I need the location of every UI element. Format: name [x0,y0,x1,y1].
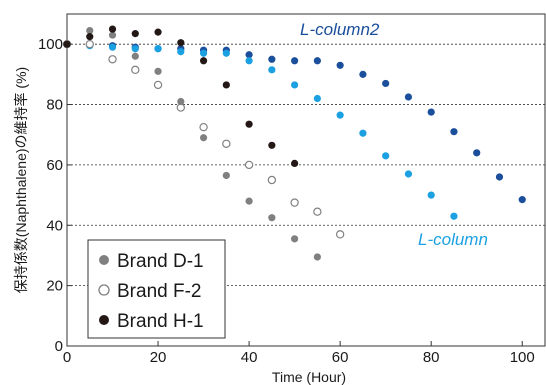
annotation-l-column: L-column [418,230,488,249]
point-l-column2-80 [427,108,435,116]
point-brand-f-2-30 [199,122,208,132]
legend-label-brand-h-1: Brand H-1 [117,311,204,332]
legend-marker-brand-f-2 [98,284,110,296]
point-l-column-45 [268,66,276,74]
point-brand-d-1-30 [199,134,208,142]
point-brand-h-1-30 [199,57,208,65]
legend: Brand D-1 Brand F-2 Brand H-1 [87,239,226,339]
annotation-l-column2: L-column2 [300,20,380,39]
y-tick-label-0: 0 [55,338,63,355]
point-l-column-30 [199,49,208,57]
legend-marker-brand-h-1 [99,315,109,325]
point-l-column-65 [359,129,367,137]
point-l-column-25 [177,48,185,56]
point-brand-f-2-45 [267,175,277,185]
point-brand-h-1-20 [154,28,162,36]
point-brand-d-1-35 [222,171,230,180]
point-brand-d-1-15 [131,52,139,60]
point-l-column2-55 [313,57,321,65]
point-l-column2-40 [245,51,253,59]
point-l-column2-65 [359,70,367,78]
legend-label-brand-f-2: Brand F-2 [117,281,201,302]
point-l-column-10 [108,43,117,51]
point-brand-h-1-5 [86,33,94,41]
point-l-column-70 [382,152,390,160]
x-tick-label-0: 0 [63,349,71,366]
point-brand-d-1-55 [313,253,321,261]
y-tick-label-60: 60 [46,157,63,174]
x-tick-label-20: 20 [150,349,167,366]
point-brand-h-1-40 [245,120,253,128]
point-brand-f-2-55 [313,207,322,216]
point-l-column2-85 [450,128,458,136]
point-l-column2-70 [382,79,390,88]
point-brand-f-2-10 [108,55,117,64]
point-brand-f-2-40 [244,160,254,170]
point-l-column-80 [427,191,435,199]
point-brand-h-1-50 [291,159,299,167]
point-brand-h-1-25 [177,39,185,47]
point-brand-d-1-25 [177,97,185,106]
point-l-column2-95 [495,173,504,181]
legend-label-brand-d-1: Brand D-1 [117,251,204,272]
point-brand-d-1-45 [268,214,276,222]
y-tick-label-80: 80 [46,97,63,114]
point-l-column-35 [222,49,230,57]
point-brand-h-1-45 [268,141,276,149]
point-l-column2-100 [518,196,526,204]
x-axis-title: Time (Hour) [272,369,346,385]
point-l-column-50 [291,81,299,89]
point-l-column-75 [404,170,413,178]
point-l-column-20 [154,45,162,53]
point-brand-h-1-10 [108,25,117,33]
point-brand-d-1-20 [154,67,162,75]
tick-labels: 0 20 40 60 80 100 0 20 40 60 80 100 [38,36,535,366]
y-tick-label-20: 20 [46,278,63,295]
x-tick-label-100: 100 [510,349,535,366]
point-l-column-40 [245,57,253,65]
x-tick-label-60: 60 [332,349,349,366]
point-l-column-15 [131,45,139,53]
point-brand-f-2-50 [290,198,299,207]
plot-frame [66,13,546,347]
point-brand-f-2-20 [153,80,163,90]
x-tick-label-40: 40 [241,349,258,366]
point-l-column-55 [313,94,321,103]
point-brand-h-1-0 [63,40,71,48]
point-brand-h-1-35 [222,81,230,89]
legend-box [87,239,226,339]
point-brand-d-1-40 [245,197,253,205]
point-l-column2-45 [268,55,276,63]
point-brand-f-2-60 [335,230,345,239]
point-l-column2-90 [473,149,481,157]
point-l-column2-50 [291,57,299,65]
point-l-column2-60 [336,61,344,69]
point-brand-f-2-15 [131,65,140,75]
point-brand-d-1-50 [291,235,299,243]
legend-marker-brand-d-1 [99,255,109,265]
axes [66,13,546,347]
point-brand-h-1-15 [131,30,139,38]
point-brand-f-2-35 [222,139,231,148]
x-tick-label-80: 80 [423,349,440,366]
y-tick-label-40: 40 [46,217,63,234]
point-brand-d-1-5 [86,27,94,35]
y-tick-label-100: 100 [38,36,63,53]
point-brand-f-2-5 [85,39,94,49]
point-brand-d-1-10 [108,31,117,39]
point-l-column-85 [450,212,458,220]
point-l-column2-75 [404,93,413,101]
y-axis-title: 保持係数(Naphthalene)の維持率 (%) [13,67,29,293]
data-points [62,25,526,261]
point-l-column-60 [336,111,344,119]
